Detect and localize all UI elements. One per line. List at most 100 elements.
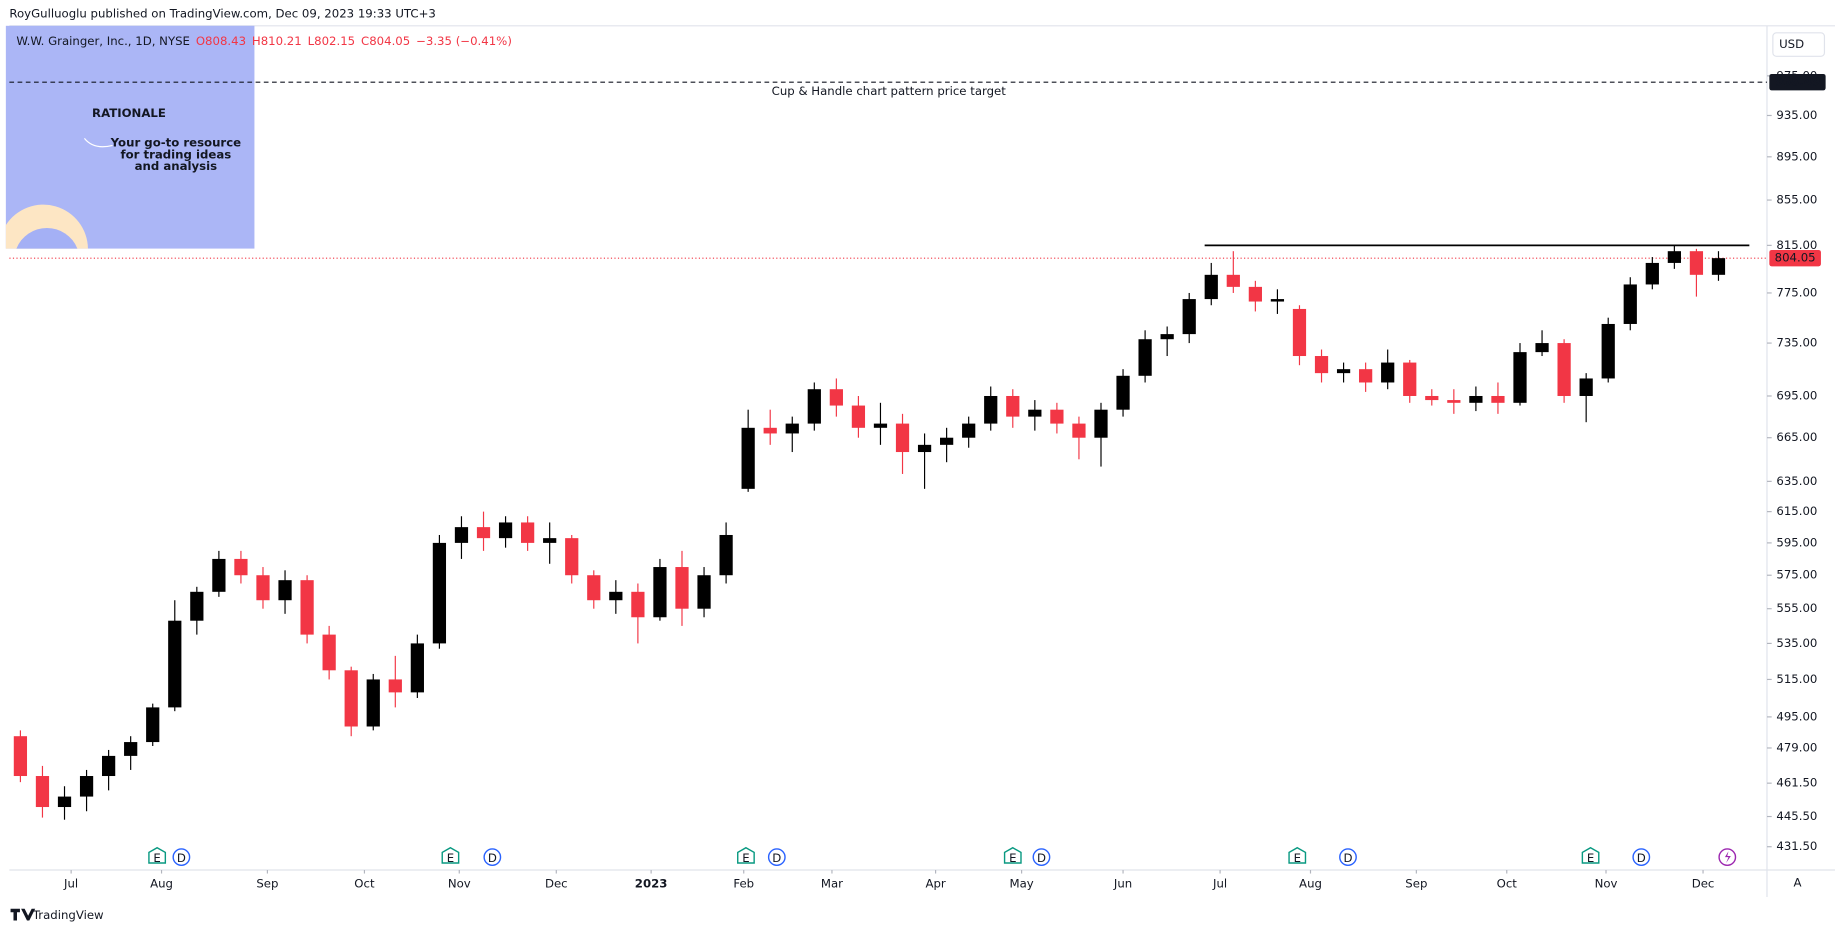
x-tick-label: Aug bbox=[1299, 877, 1322, 891]
event-icon[interactable]: D bbox=[767, 848, 786, 867]
logo-arc-inner bbox=[16, 227, 78, 249]
event-label: D bbox=[772, 851, 781, 865]
candle-body bbox=[35, 776, 50, 808]
y-tick-label: 575.00 bbox=[1776, 568, 1817, 582]
event-icon[interactable]: D bbox=[483, 848, 502, 867]
candle-body bbox=[653, 567, 667, 618]
candle-body bbox=[146, 707, 160, 743]
candle-body bbox=[984, 395, 998, 424]
candle-body bbox=[124, 742, 138, 756]
candle-body bbox=[1204, 274, 1218, 300]
x-tick-label: May bbox=[1009, 877, 1033, 891]
candle-body bbox=[1513, 352, 1527, 403]
event-icon[interactable]: E bbox=[737, 846, 755, 865]
x-tick-label: Dec bbox=[545, 877, 568, 891]
candle-body bbox=[57, 796, 72, 808]
publisher-line: RoyGulluoglu published on TradingView.co… bbox=[9, 7, 435, 21]
legend: W.W. Grainger, Inc., 1D, NYSE O808.43 H810… bbox=[16, 34, 511, 48]
x-tick-label: 2023 bbox=[635, 877, 668, 891]
candle-body bbox=[1094, 409, 1108, 438]
target-price-label: 968.49 bbox=[1775, 75, 1820, 89]
last-price-box bbox=[1769, 249, 1821, 267]
candle-body bbox=[388, 679, 402, 693]
candle-body bbox=[1403, 362, 1417, 396]
candle-body bbox=[190, 591, 204, 621]
last-price-label: 804.05 bbox=[1775, 251, 1816, 265]
candle-body bbox=[631, 591, 645, 618]
auto-scale[interactable]: A bbox=[1793, 875, 1801, 889]
candle-body bbox=[609, 591, 623, 601]
candle-body bbox=[719, 534, 733, 576]
x-tick-label: Sep bbox=[1405, 877, 1427, 891]
x-tick-label: Dec bbox=[1692, 877, 1715, 891]
event-badge bbox=[1032, 848, 1051, 867]
x-tick-label: Aug bbox=[150, 877, 173, 891]
y-tick-label: 635.00 bbox=[1776, 474, 1817, 488]
event-badge bbox=[1632, 848, 1651, 867]
event-icon[interactable]: D bbox=[1339, 848, 1357, 867]
candle-body bbox=[1028, 409, 1042, 417]
x-tick-label: Jul bbox=[1212, 877, 1227, 891]
event-icon[interactable]: E bbox=[1003, 846, 1022, 865]
event-label: E bbox=[1294, 851, 1301, 865]
y-tick-label: 431.50 bbox=[1776, 839, 1817, 853]
legend-item: L802.15 bbox=[308, 34, 356, 48]
candle-body bbox=[785, 423, 799, 434]
y-tick-label: 461.50 bbox=[1776, 776, 1817, 790]
event-badge bbox=[767, 848, 786, 867]
event-label: E bbox=[1587, 851, 1594, 865]
event-badge bbox=[1288, 846, 1307, 864]
candle-body bbox=[432, 542, 447, 644]
candle-body bbox=[587, 575, 601, 601]
event-label: E bbox=[447, 851, 454, 865]
legend-item: W.W. Grainger, Inc., 1D, NYSE bbox=[16, 34, 190, 48]
event-icon[interactable]: E bbox=[1288, 846, 1307, 865]
event-icon[interactable]: E bbox=[1581, 846, 1600, 865]
logo-tagline: and analysis bbox=[135, 159, 218, 173]
candle-body bbox=[873, 423, 888, 428]
x-tick-label: Nov bbox=[448, 877, 471, 891]
brand-logo bbox=[10, 908, 36, 921]
event-badge bbox=[1003, 846, 1022, 864]
logo-title: RATIONALE bbox=[92, 106, 166, 120]
candle-body bbox=[1292, 308, 1307, 357]
event-badge bbox=[172, 848, 191, 867]
candle-body bbox=[1601, 323, 1615, 379]
candle-body bbox=[1182, 299, 1196, 335]
y-tick-label: 479.00 bbox=[1776, 740, 1817, 754]
candle-body bbox=[1006, 395, 1020, 417]
candle-body bbox=[498, 522, 513, 539]
event-icon[interactable]: D bbox=[1032, 848, 1051, 867]
x-tick-label: Nov bbox=[1595, 877, 1618, 891]
currency-button[interactable] bbox=[1772, 32, 1826, 57]
y-tick-label: 535.00 bbox=[1776, 636, 1817, 650]
target-price-box bbox=[1769, 73, 1826, 91]
y-tick-label: 855.00 bbox=[1776, 193, 1817, 207]
candle-body bbox=[1116, 375, 1130, 410]
candle-body bbox=[741, 427, 755, 489]
candle-body bbox=[1226, 274, 1240, 287]
target-note: Cup & Handle chart pattern price target bbox=[772, 84, 1007, 98]
y-tick-label: 735.00 bbox=[1776, 336, 1817, 350]
event-icon[interactable]: E bbox=[148, 846, 167, 865]
event-label: D bbox=[1637, 851, 1646, 865]
event-icon[interactable]: E bbox=[441, 846, 460, 865]
candle-body bbox=[1314, 356, 1329, 374]
event-icon[interactable]: D bbox=[172, 848, 191, 867]
candle-body bbox=[1667, 251, 1681, 263]
brand-name: TradingView bbox=[32, 908, 104, 922]
x-tick-label: Apr bbox=[925, 877, 945, 891]
y-tick-label: 555.00 bbox=[1776, 601, 1817, 615]
candle-body bbox=[168, 620, 182, 708]
event-icon[interactable]: D bbox=[1632, 848, 1651, 867]
candle-body bbox=[1359, 369, 1373, 383]
legend-item: O808.43 bbox=[196, 34, 246, 48]
x-tick-label: Jun bbox=[1113, 877, 1132, 891]
y-tick-label: 935.00 bbox=[1776, 108, 1817, 122]
candle-body bbox=[1447, 400, 1461, 403]
y-tick-label: 895.00 bbox=[1776, 149, 1817, 163]
candle-body bbox=[1491, 395, 1505, 403]
